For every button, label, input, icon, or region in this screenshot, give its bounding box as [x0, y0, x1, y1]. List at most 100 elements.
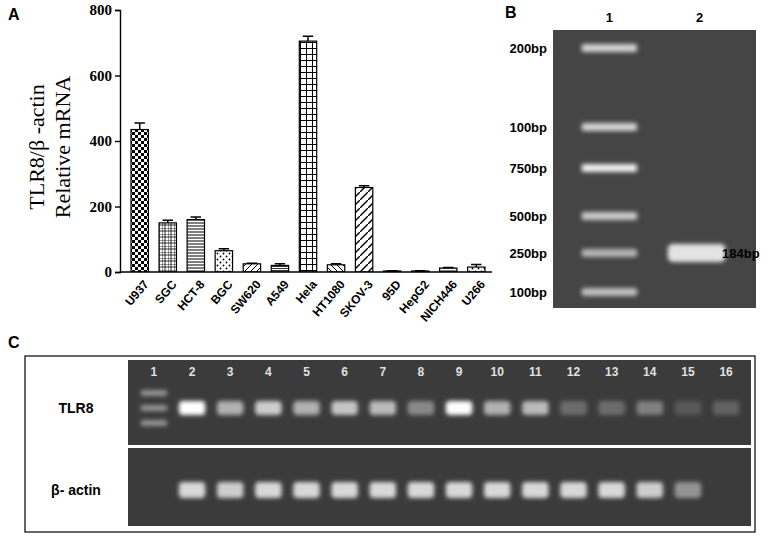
error-bar: [163, 220, 173, 223]
lane-label: 7: [379, 365, 386, 379]
lane-label: 13: [605, 365, 619, 379]
error-bar: [359, 186, 369, 188]
actin-band: [446, 482, 472, 498]
panel-label: A: [8, 6, 20, 23]
bar: [187, 220, 204, 272]
gel-b: [553, 30, 756, 308]
error-bar-line: [219, 249, 229, 251]
lane-label: 12: [567, 365, 581, 379]
error-bar: [331, 263, 341, 265]
lane-label: 1: [151, 365, 158, 379]
x-tick: HCT-8: [175, 272, 208, 313]
x-tick: NICH446: [418, 272, 461, 324]
x-tick-label: U266: [459, 277, 488, 308]
y-tick-mark: [115, 141, 120, 142]
tlr8-band: [522, 401, 548, 415]
figure: A0200400600800U937SGCHCT-8BGCSW620A549He…: [0, 0, 776, 537]
ladder-label: 250bp: [509, 246, 547, 261]
y-tick: 400: [90, 133, 121, 149]
x-axis: U937SGCHCT-8BGCSW620A549HelaHT1080SKOV-3…: [120, 272, 492, 324]
x-tick: SKOV-3: [337, 272, 376, 320]
tlr8-band: [713, 401, 739, 415]
ladder-label: 750bp: [509, 161, 547, 176]
y-tick-mark: [115, 272, 120, 273]
actin-band: [331, 482, 357, 498]
ladder-label: 200bp: [509, 41, 547, 56]
ladder-band: [582, 164, 638, 172]
lane-label: 11: [529, 365, 542, 379]
y-tick-mark: [115, 75, 120, 76]
tlr8-band: [598, 401, 624, 415]
bar: [299, 41, 316, 272]
tlr8-band: [637, 401, 663, 415]
tlr8-band: [255, 401, 281, 415]
lane-label: 15: [681, 365, 695, 379]
row-label: β- actin: [51, 482, 101, 498]
lane-label: 14: [643, 365, 657, 379]
x-tick-label: NICH446: [418, 277, 461, 324]
bar: [271, 265, 288, 272]
panel-label: C: [8, 334, 20, 351]
actin-band: [255, 482, 281, 498]
sample-band: [668, 244, 726, 262]
x-tick-label: SW620: [228, 277, 264, 316]
ladder-band: [141, 405, 167, 411]
y-tick: 200: [90, 199, 121, 215]
bar: [159, 223, 176, 272]
ladder-band: [582, 249, 638, 257]
y-tick-label: 600: [90, 68, 113, 84]
tlr8-band: [331, 401, 357, 415]
x-tick-label: HCT-8: [175, 277, 208, 313]
bar: [327, 265, 344, 272]
actin-band: [637, 482, 663, 498]
lane-label: 4: [265, 365, 272, 379]
y-axis-title: Relative mRNA: [50, 76, 75, 218]
ladder-label: 100bp: [509, 120, 547, 135]
ladder-band: [582, 212, 638, 220]
panel-c-frame: [25, 356, 755, 532]
actin-band: [370, 482, 396, 498]
bar: [468, 267, 485, 272]
actin-band: [408, 482, 434, 498]
error-bar-line: [303, 36, 313, 41]
gel-strip: [128, 360, 751, 445]
lane-label: 3: [227, 365, 234, 379]
error-bar: [443, 267, 453, 269]
x-axis-line: [120, 271, 492, 272]
ladder-band: [582, 123, 638, 131]
y-tick-mark: [115, 206, 120, 207]
tlr8-band: [408, 401, 434, 415]
y-tick-label: 800: [90, 2, 113, 18]
lane-label: 5: [303, 365, 310, 379]
x-tick: SGC: [152, 272, 180, 306]
tlr8-band: [370, 401, 396, 415]
bar: [355, 188, 372, 272]
error-bar-line: [163, 220, 173, 223]
error-bar: [247, 263, 257, 265]
error-bar-line: [359, 186, 369, 188]
x-tick: Hela: [293, 272, 320, 306]
ladder-band: [582, 44, 638, 52]
lane-label: 2: [696, 10, 703, 25]
tlr8-band: [484, 401, 510, 415]
ladder-band: [582, 288, 638, 296]
bar: [215, 251, 232, 272]
y-axis: 0200400600800: [90, 2, 121, 280]
tlr8-band: [293, 401, 319, 415]
x-tick-label: 95D: [379, 277, 404, 303]
actin-band: [598, 482, 624, 498]
tlr8-band: [179, 401, 205, 415]
x-tick-label: U937: [122, 277, 151, 308]
x-tick: 95D: [379, 272, 404, 303]
lane-label: 2: [189, 365, 196, 379]
actin-band: [179, 482, 205, 498]
lane-label: 1: [606, 10, 613, 25]
error-bar-line: [331, 263, 341, 265]
y-tick: 800: [90, 2, 121, 18]
error-bar-line: [191, 217, 201, 220]
actin-band: [522, 482, 548, 498]
actin-band: [293, 482, 319, 498]
tlr8-band: [446, 401, 472, 415]
error-bar: [134, 123, 144, 130]
lane-label: 16: [719, 365, 733, 379]
